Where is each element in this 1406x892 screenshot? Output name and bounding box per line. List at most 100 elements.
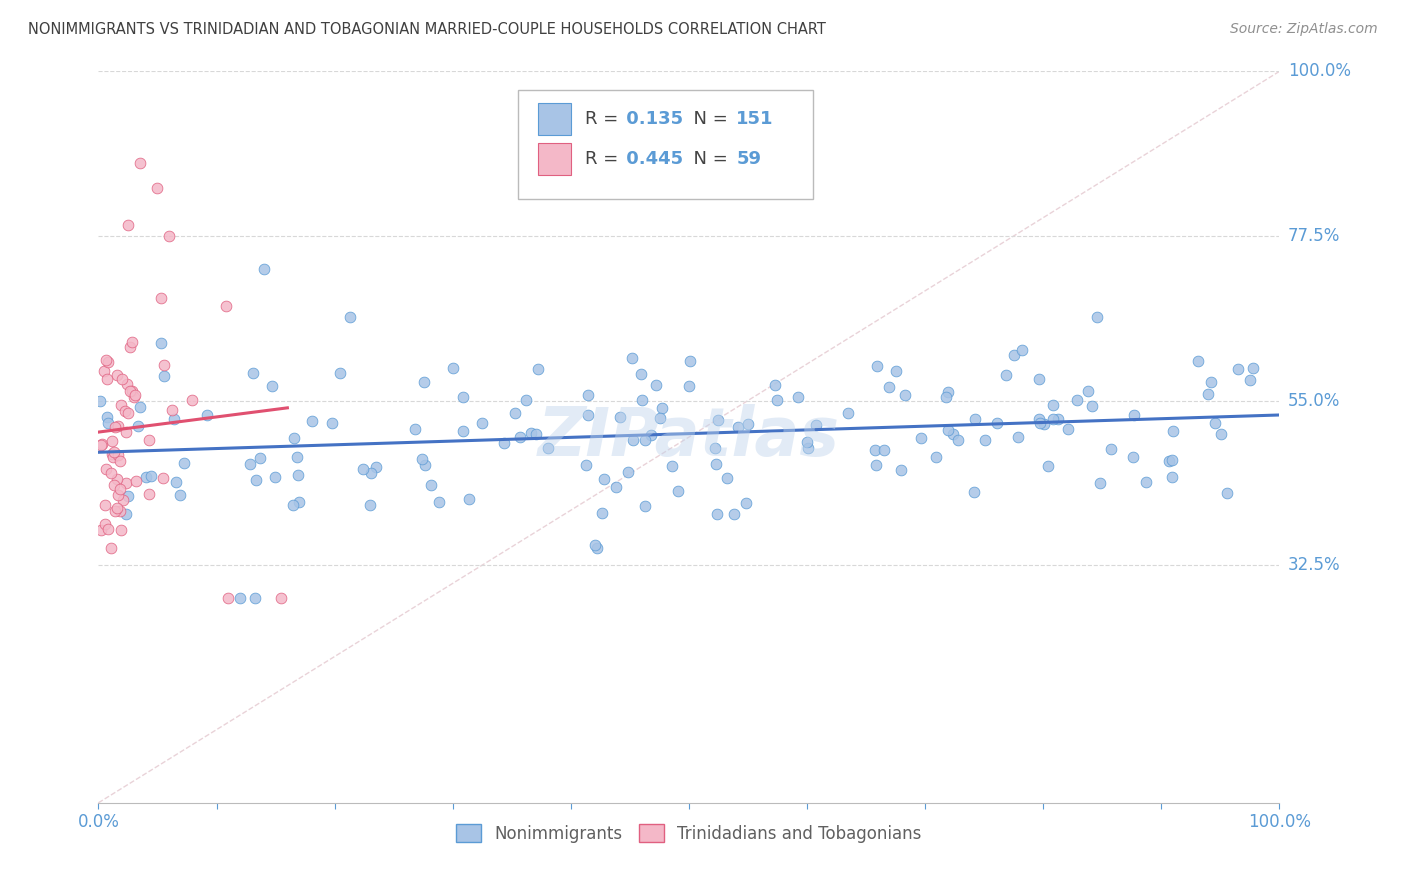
Point	[103, 478, 125, 492]
Point	[96, 462, 118, 476]
Point	[995, 368, 1018, 383]
Point	[494, 436, 516, 450]
Point	[97, 522, 120, 536]
Point	[152, 470, 174, 484]
Point	[138, 433, 160, 447]
Point	[115, 425, 138, 440]
Point	[141, 469, 163, 483]
Point	[1007, 430, 1029, 444]
Point	[1135, 475, 1157, 489]
Point	[243, 591, 266, 605]
Point	[1157, 453, 1180, 467]
Point	[107, 488, 129, 502]
Point	[645, 377, 668, 392]
Text: NONIMMIGRANTS VS TRINIDADIAN AND TOBAGONIAN MARRIED-COUPLE HOUSEHOLDS CORRELATIO: NONIMMIGRANTS VS TRINIDADIAN AND TOBAGON…	[28, 22, 825, 37]
Point	[1199, 376, 1222, 390]
Point	[1122, 409, 1144, 423]
Point	[1099, 442, 1122, 456]
Point	[723, 507, 745, 521]
Point	[575, 458, 598, 472]
Point	[631, 393, 654, 408]
Point	[1011, 343, 1033, 358]
Point	[108, 504, 131, 518]
Point	[963, 411, 986, 425]
Text: N =: N =	[682, 150, 734, 168]
Point	[1197, 387, 1219, 401]
Point	[104, 504, 127, 518]
Point	[787, 390, 810, 404]
Point	[1243, 361, 1265, 376]
Point	[679, 353, 702, 368]
Point	[1209, 427, 1232, 442]
Text: ZIPatlas: ZIPatlas	[538, 404, 839, 470]
Point	[515, 392, 537, 407]
Point	[117, 406, 139, 420]
Point	[366, 460, 388, 475]
Point	[153, 369, 176, 384]
Point	[1122, 450, 1144, 464]
Point	[105, 472, 128, 486]
Text: Source: ZipAtlas.com: Source: ZipAtlas.com	[1230, 22, 1378, 37]
Point	[107, 418, 129, 433]
Point	[616, 466, 638, 480]
Point	[138, 487, 160, 501]
Point	[527, 362, 550, 376]
Point	[1077, 384, 1099, 399]
Point	[110, 482, 132, 496]
Point	[107, 448, 129, 462]
Point	[124, 475, 146, 489]
Point	[704, 441, 727, 455]
Point	[129, 400, 152, 414]
Point	[605, 480, 627, 494]
FancyBboxPatch shape	[537, 103, 571, 135]
Point	[441, 360, 464, 375]
Point	[117, 489, 139, 503]
Point	[110, 398, 132, 412]
Point	[591, 506, 613, 520]
Point	[117, 218, 139, 232]
Point	[519, 425, 541, 440]
Point	[524, 427, 547, 442]
Point	[1161, 453, 1184, 467]
Point	[197, 408, 219, 422]
Point	[253, 261, 276, 276]
Point	[609, 410, 631, 425]
FancyBboxPatch shape	[537, 143, 571, 175]
Point	[165, 475, 187, 489]
Point	[101, 450, 124, 464]
Point	[217, 591, 239, 605]
Point	[264, 470, 287, 484]
Point	[925, 450, 948, 464]
Point	[157, 228, 180, 243]
Point	[537, 441, 560, 455]
Point	[1066, 393, 1088, 408]
Point	[411, 451, 433, 466]
Point	[90, 438, 112, 452]
Point	[634, 433, 657, 447]
Point	[96, 353, 118, 368]
Point	[114, 475, 136, 490]
Point	[249, 450, 271, 465]
Point	[419, 478, 441, 492]
Point	[451, 424, 474, 438]
Point	[661, 458, 683, 473]
Point	[162, 412, 184, 426]
Point	[359, 498, 381, 512]
Point	[578, 408, 600, 422]
Point	[162, 403, 184, 417]
Point	[404, 422, 426, 436]
Point	[413, 375, 436, 389]
Point	[1085, 310, 1108, 324]
Point	[104, 419, 127, 434]
Text: N =: N =	[682, 110, 734, 128]
Point	[1032, 417, 1054, 432]
Point	[103, 444, 125, 458]
Point	[360, 466, 382, 480]
Point	[287, 467, 309, 482]
Point	[806, 417, 828, 432]
Point	[884, 364, 907, 378]
Point	[153, 359, 176, 373]
Point	[578, 388, 600, 402]
Point	[1028, 416, 1050, 430]
Point	[963, 485, 986, 500]
